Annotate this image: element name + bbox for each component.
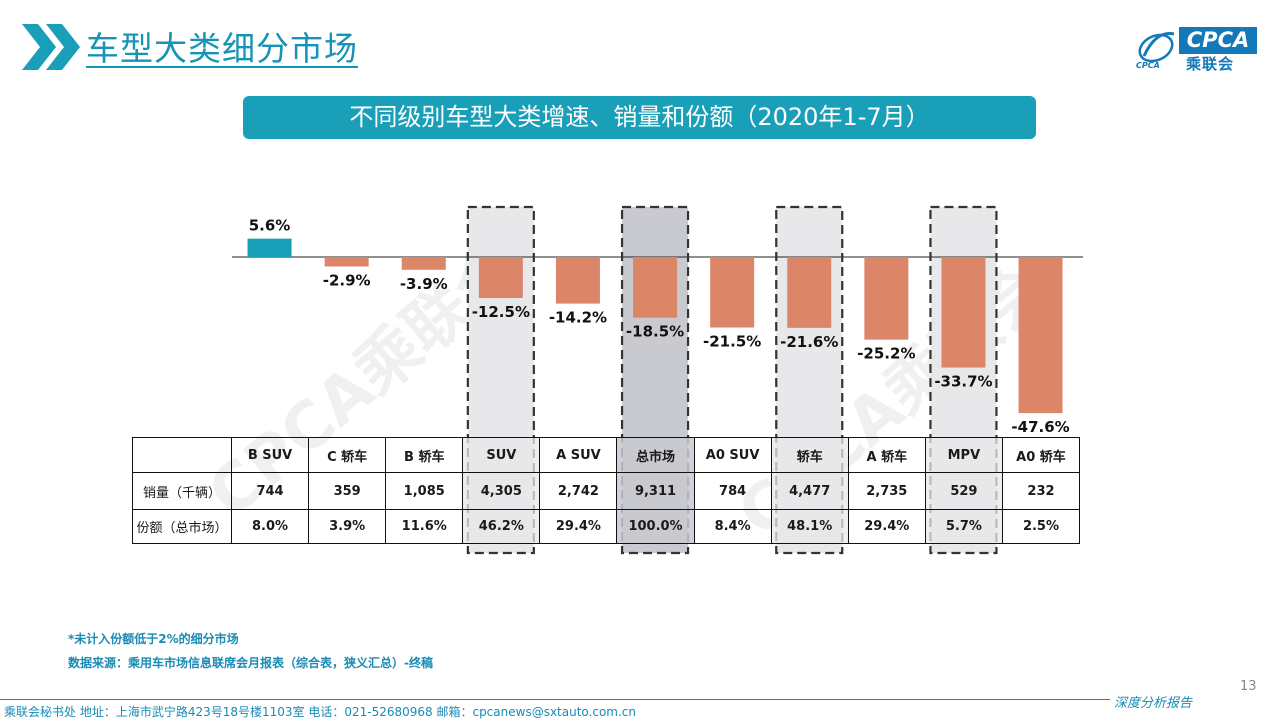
bar — [941, 257, 986, 368]
bar — [401, 257, 446, 270]
page-number: 13 — [1240, 679, 1257, 694]
bar — [710, 257, 755, 328]
bar-value-label: -18.5% — [626, 323, 684, 341]
table-cell: 4,305 — [462, 472, 541, 510]
highlight-dashed-outline — [929, 205, 998, 555]
data-table: B SUV C 轿车 B 轿车 SUV A SUV 总市场 A0 SUV 轿车 A 轿车 MPV A… — [132, 437, 1081, 544]
bar — [864, 257, 909, 340]
table-cell: 744 — [230, 472, 310, 510]
table-cell: 46.2% — [462, 509, 541, 544]
table-corner-cell — [132, 437, 232, 473]
table-header-cell: A0 SUV — [693, 437, 772, 473]
table-cell: 48.1% — [770, 509, 849, 544]
highlight-dashed-outline — [466, 205, 535, 555]
table-header-cell: A SUV — [539, 437, 618, 473]
table-header-cell: MPV — [924, 437, 1003, 473]
logo-cn: 乘联会 — [1186, 55, 1235, 73]
highlight-dashed-outline — [620, 205, 690, 555]
table-cell: 100.0% — [616, 509, 695, 544]
table-header-cell: C 轿车 — [308, 437, 387, 473]
table-cell: 359 — [308, 472, 387, 510]
highlight-dashed-outline — [775, 205, 844, 555]
table-cell: 1,085 — [385, 472, 464, 510]
bar-value-label: -21.5% — [703, 333, 761, 351]
table-cell: 4,477 — [770, 472, 849, 510]
bar-value-label: -21.6% — [780, 333, 838, 351]
bar — [324, 257, 369, 267]
table-row-label: 份额（总市场） — [132, 509, 232, 544]
table-header-cell: SUV — [462, 437, 541, 473]
table-cell: 2,742 — [539, 472, 618, 510]
bar-value-label: -12.5% — [472, 303, 530, 321]
table-header-cell: B 轿车 — [385, 437, 464, 473]
table-row: 份额（总市场） 8.0% 3.9% 11.6% 46.2% 29.4% 100.0% 8.4%… — [132, 509, 1081, 544]
chevron-double-icon — [22, 24, 80, 70]
table-cell: 529 — [924, 472, 1003, 510]
bar-value-label: 5.6% — [249, 217, 291, 235]
logo-text: CPCA — [1179, 27, 1257, 54]
table-cell: 232 — [1001, 472, 1081, 510]
bar-value-label: -2.9% — [323, 272, 371, 290]
bar — [633, 257, 678, 318]
table-cell: 8.4% — [693, 509, 772, 544]
logo-sub: CPCA — [1136, 61, 1160, 70]
bar — [1018, 257, 1063, 414]
table-row: 销量（千辆） 744 359 1,085 4,305 2,742 9,311 784 4,477… — [132, 472, 1081, 510]
data-source-note: 数据来源：乘用车市场信息联席会月报表（综合表，狭义汇总）-终稿 — [68, 656, 433, 670]
table-cell: 2,735 — [847, 472, 926, 510]
bar-value-label: -14.2% — [549, 309, 607, 327]
page-title: 车型大类细分市场 — [86, 29, 358, 68]
bar — [787, 257, 832, 328]
table-header-row: B SUV C 轿车 B 轿车 SUV A SUV 总市场 A0 SUV 轿车 A 轿车 MPV A… — [132, 437, 1081, 473]
table-header-cell: 总市场 — [616, 437, 695, 473]
table-cell: 784 — [693, 472, 772, 510]
table-row-label: 销量（千辆） — [132, 472, 232, 510]
table-cell: 5.7% — [924, 509, 1003, 544]
bar-value-label: -25.2% — [857, 345, 915, 363]
bar-value-label: -3.9% — [400, 275, 448, 293]
cpca-logo-icon — [1138, 31, 1175, 63]
bar — [555, 257, 600, 304]
table-cell: 9,311 — [616, 472, 695, 510]
footer-report-label: 深度分析报告 — [1114, 696, 1193, 711]
table-cell: 29.4% — [847, 509, 926, 544]
table-header-cell: A 轿车 — [847, 437, 926, 473]
bar — [478, 257, 523, 298]
table-header-cell: 轿车 — [770, 437, 849, 473]
footnote: *未计入份额低于2%的细分市场 — [68, 632, 239, 646]
table-cell: 8.0% — [230, 509, 310, 544]
bar-value-label: -33.7% — [934, 373, 992, 391]
table-cell: 11.6% — [385, 509, 464, 544]
table-cell: 3.9% — [308, 509, 387, 544]
bar-value-label: -47.6% — [1011, 418, 1069, 436]
footer-divider — [0, 699, 1110, 700]
table-cell: 29.4% — [539, 509, 618, 544]
table-header-cell: A0 轿车 — [1001, 437, 1081, 473]
bar — [247, 238, 292, 257]
table-cell: 2.5% — [1001, 509, 1081, 544]
footer-address: 乘联会秘书处 地址：上海市武宁路423号18号楼1103室 电话：021-526… — [4, 705, 637, 719]
table-header-cell: B SUV — [230, 437, 310, 473]
chart-title-banner: 不同级别车型大类增速、销量和份额（2020年1-7月） — [243, 96, 1036, 139]
